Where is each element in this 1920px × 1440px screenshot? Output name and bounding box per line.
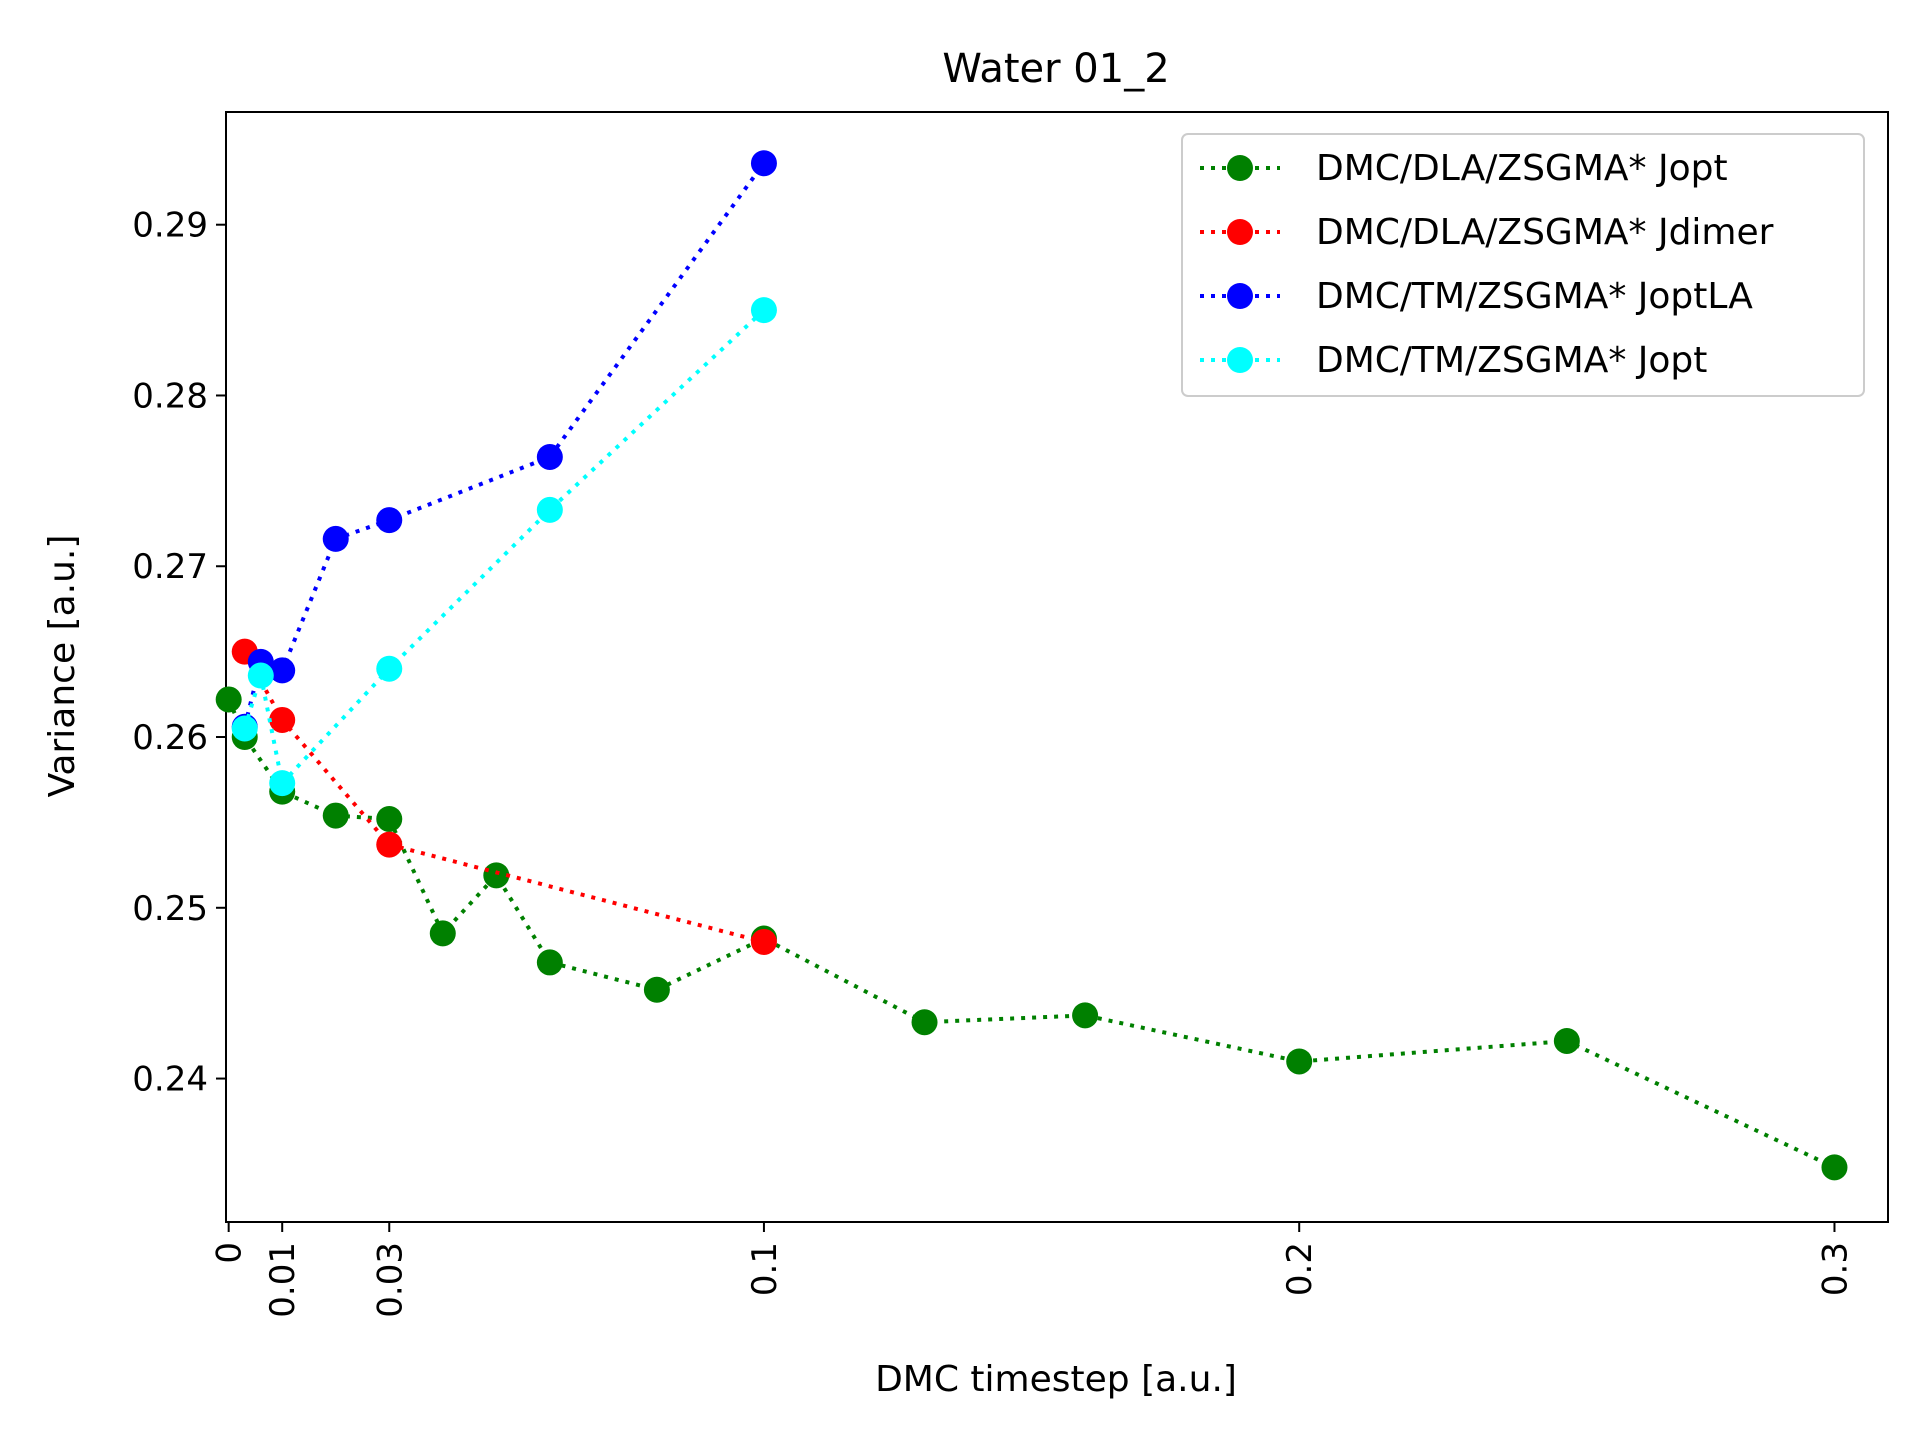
- x-tick-label: 0.2: [1280, 1242, 1320, 1296]
- data-point: [231, 715, 258, 742]
- x-tick-label: 0.3: [1815, 1242, 1855, 1296]
- chart-title: Water 01_2: [942, 46, 1169, 92]
- data-point: [376, 507, 403, 534]
- data-point: [1553, 1027, 1580, 1054]
- y-tick-label: 0.29: [132, 206, 208, 246]
- data-point: [269, 706, 296, 733]
- legend-label: DMC/TM/ZSGMA* JoptLA: [1316, 276, 1753, 317]
- data-point: [269, 770, 296, 797]
- data-point: [247, 662, 274, 689]
- data-point: [911, 1009, 938, 1036]
- legend-marker: [1227, 347, 1253, 373]
- data-point: [1072, 1002, 1099, 1029]
- data-point: [536, 443, 563, 470]
- legend-frame: [1181, 133, 1865, 397]
- data-point: [376, 831, 403, 858]
- series-layer: [215, 150, 1848, 1181]
- legend-item: DMC/DLA/ZSGMA* Jopt: [1200, 148, 1728, 189]
- legend-marker: [1227, 283, 1253, 309]
- x-tick-label: 0.1: [745, 1242, 785, 1296]
- legend-marker: [1227, 219, 1253, 245]
- x-tick-label: 0: [210, 1242, 250, 1264]
- data-point: [322, 802, 349, 829]
- data-point: [376, 805, 403, 832]
- plot-frame: [225, 111, 1889, 1223]
- data-point: [376, 655, 403, 682]
- x-axis-label: DMC timestep [a.u.]: [875, 1359, 1237, 1400]
- legend-marker: [1227, 155, 1253, 181]
- data-point: [1821, 1154, 1848, 1181]
- legend-label: DMC/DLA/ZSGMA* Jdimer: [1316, 212, 1774, 253]
- data-point: [750, 297, 777, 324]
- series-1: [215, 686, 1848, 1181]
- data-point: [215, 686, 242, 713]
- y-tick-label: 0.24: [132, 1060, 208, 1100]
- data-point: [1286, 1048, 1313, 1075]
- y-tick-label: 0.25: [132, 889, 208, 929]
- x-tick-label: 0.01: [263, 1242, 303, 1318]
- data-point: [750, 150, 777, 177]
- data-point: [643, 976, 670, 1003]
- data-point: [429, 920, 456, 947]
- data-point: [483, 862, 510, 889]
- y-axis-label: Variance [a.u.]: [42, 535, 83, 798]
- legend-label: DMC/TM/ZSGMA* Jopt: [1316, 340, 1707, 381]
- y-axis-ticks: 0.24 0.25 0.26 0.27 0.28 0.29: [132, 206, 226, 1100]
- series-4: [231, 297, 777, 797]
- legend-item: DMC/TM/ZSGMA* Jopt: [1200, 340, 1707, 381]
- y-tick-label: 0.28: [132, 376, 208, 416]
- data-point: [322, 525, 349, 552]
- data-point: [750, 928, 777, 955]
- data-point: [269, 657, 296, 684]
- legend-item: DMC/DLA/ZSGMA* Jdimer: [1200, 212, 1774, 253]
- y-tick-label: 0.27: [132, 547, 208, 587]
- legend-item: DMC/TM/ZSGMA* JoptLA: [1200, 276, 1753, 317]
- y-tick-label: 0.26: [132, 718, 208, 758]
- legend-label: DMC/DLA/ZSGMA* Jopt: [1316, 148, 1728, 189]
- data-point: [536, 949, 563, 976]
- plot-area: [225, 111, 1889, 1223]
- x-axis-ticks: 0 0.01 0.03 0.1 0.2 0.3: [210, 1222, 1855, 1318]
- series-line: [226, 698, 1836, 1170]
- legend: DMC/DLA/ZSGMA* Jopt DMC/DLA/ZSGMA* Jdimer…: [1181, 133, 1865, 397]
- x-tick-label: 0.03: [370, 1242, 410, 1318]
- data-point: [536, 496, 563, 523]
